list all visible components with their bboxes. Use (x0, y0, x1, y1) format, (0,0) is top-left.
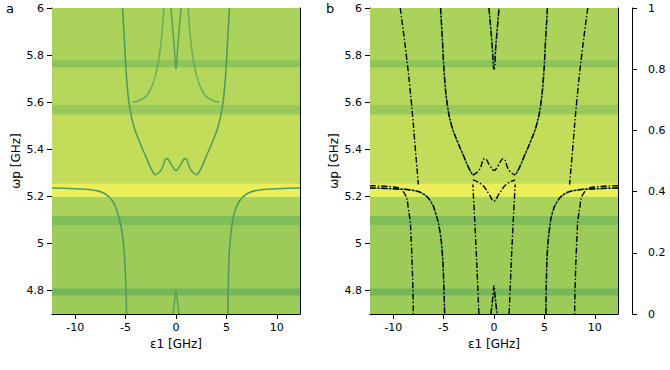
svg-text:5.2: 5.2 (345, 190, 363, 203)
svg-text:5: 5 (223, 321, 230, 334)
svg-text:0.4: 0.4 (648, 185, 666, 198)
svg-text:-10: -10 (384, 321, 402, 334)
svg-text:b: b (326, 1, 334, 16)
svg-text:5: 5 (355, 237, 362, 250)
svg-text:5.6: 5.6 (345, 96, 363, 109)
svg-text:a: a (6, 1, 14, 16)
svg-text:0: 0 (173, 321, 180, 334)
svg-text:5.6: 5.6 (27, 96, 45, 109)
svg-text:5.8: 5.8 (27, 49, 45, 62)
svg-text:0.2: 0.2 (648, 246, 666, 259)
svg-text:0: 0 (491, 321, 498, 334)
svg-text:10: 10 (270, 321, 284, 334)
svg-text:6: 6 (37, 2, 44, 15)
svg-text:4.8: 4.8 (27, 284, 45, 297)
svg-text:5: 5 (37, 237, 44, 250)
svg-text:ωp [GHz]: ωp [GHz] (327, 133, 341, 188)
svg-text:5: 5 (541, 321, 548, 334)
svg-text:10: 10 (588, 321, 602, 334)
svg-text:6: 6 (355, 2, 362, 15)
svg-text:5.4: 5.4 (345, 143, 363, 156)
svg-text:-5: -5 (438, 321, 449, 334)
svg-text:-10: -10 (66, 321, 84, 334)
svg-text:0.6: 0.6 (648, 124, 666, 137)
svg-text:ε1 [GHz]: ε1 [GHz] (150, 337, 202, 351)
svg-text:5.8: 5.8 (345, 49, 363, 62)
svg-text:1: 1 (648, 2, 655, 15)
svg-text:-5: -5 (120, 321, 131, 334)
svg-text:5.2: 5.2 (27, 190, 45, 203)
svg-text:0.8: 0.8 (648, 63, 666, 76)
svg-text:4.8: 4.8 (345, 284, 363, 297)
svg-text:5.4: 5.4 (27, 143, 45, 156)
svg-text:ωp [GHz]: ωp [GHz] (9, 133, 23, 188)
svg-text:0: 0 (648, 308, 655, 321)
svg-text:ε1 [GHz]: ε1 [GHz] (468, 337, 520, 351)
